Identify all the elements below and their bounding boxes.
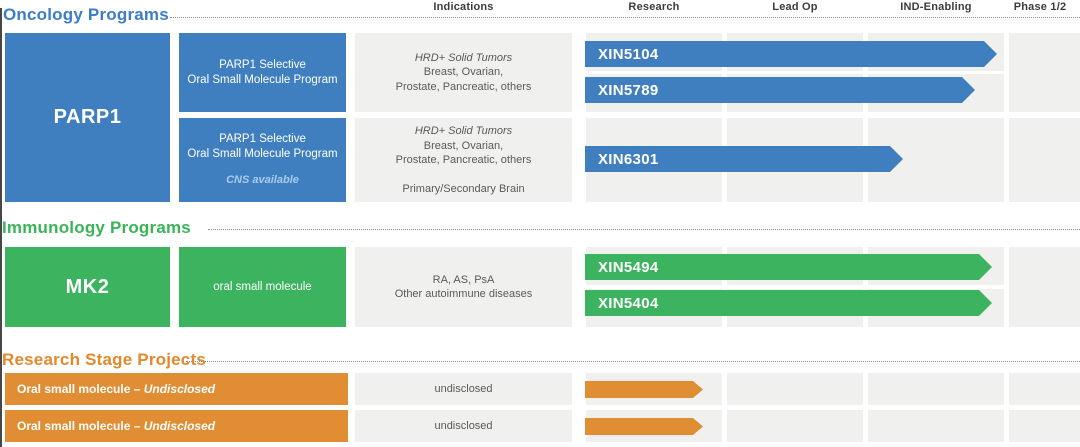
indication-line: RA, AS, PsA bbox=[432, 273, 495, 286]
indication-line: Prostate, Pancreatic, others bbox=[395, 154, 532, 166]
asset-label: XIN5404 bbox=[598, 294, 659, 312]
program-line: Oral Small Molecule Program bbox=[187, 73, 338, 86]
target-label: PARP1 bbox=[53, 106, 122, 128]
column-header-phase-1-2: Phase 1/2 bbox=[1013, 1, 1067, 13]
stage-cell bbox=[1009, 33, 1080, 112]
indications-box-mk2: RA, AS, PsA Other autoimmune diseases bbox=[355, 247, 572, 327]
research-program-label-prefix: Oral small molecule – bbox=[17, 419, 144, 433]
cns-available-note: CNS available bbox=[226, 174, 299, 186]
pipeline-arrow-research-2 bbox=[585, 418, 703, 435]
pipeline-arrow-research-1 bbox=[585, 381, 703, 398]
pipeline-arrow-xin5104: XIN5104 bbox=[585, 41, 997, 67]
target-label: MK2 bbox=[65, 275, 110, 298]
indication-line: HRD+ Solid Tumors bbox=[414, 125, 513, 137]
program-line: PARP1 Selective bbox=[219, 133, 306, 145]
oncology-section-divider bbox=[170, 17, 1080, 18]
immunology-section-divider bbox=[208, 229, 1080, 230]
indications-box-parp1-row1: HRD+ Solid Tumors Breast, Ovarian, Prost… bbox=[355, 33, 572, 112]
pipeline-arrow-xin5494: XIN5494 bbox=[585, 254, 992, 280]
column-header-lead-op: Lead Op bbox=[772, 1, 818, 13]
column-header-ind-enabling: IND-Enabling bbox=[900, 1, 972, 13]
asset-label: XIN6301 bbox=[598, 150, 659, 168]
pipeline-arrow-xin5789: XIN5789 bbox=[585, 77, 975, 103]
research-section-divider bbox=[186, 361, 1080, 362]
column-header-research: Research bbox=[628, 1, 680, 13]
indications-box-undisclosed: undisclosed bbox=[355, 410, 572, 442]
indication-line: HRD+ Solid Tumors bbox=[414, 51, 513, 64]
research-program-label-undisclosed: Undisclosed bbox=[143, 382, 216, 396]
stage-cell bbox=[868, 410, 1004, 442]
indication-line: undisclosed bbox=[434, 382, 493, 395]
left-border-line bbox=[0, 8, 2, 447]
section-title-oncology: Oncology Programs bbox=[3, 5, 169, 24]
program-box-parp1-selective-cns: PARP1 Selective Oral Small Molecule Prog… bbox=[179, 118, 346, 202]
program-line: PARP1 Selective bbox=[219, 58, 306, 71]
stage-cell bbox=[868, 373, 1004, 405]
program-box-parp1-selective: PARP1 Selective Oral Small Molecule Prog… bbox=[179, 33, 346, 112]
stage-cell bbox=[1009, 118, 1080, 202]
research-program-label: Oral small molecule – Undisclosed bbox=[17, 419, 215, 433]
pipeline-arrow-xin6301: XIN6301 bbox=[585, 146, 903, 172]
indication-line: Breast, Ovarian, bbox=[423, 66, 504, 79]
stage-cell bbox=[1009, 373, 1080, 405]
research-program-label-prefix: Oral small molecule – bbox=[17, 382, 144, 396]
research-program-bar: Oral small molecule – Undisclosed bbox=[5, 410, 348, 442]
stage-cell bbox=[727, 410, 863, 442]
indications-box-parp1-row2: HRD+ Solid Tumors Breast, Ovarian, Prost… bbox=[355, 118, 572, 202]
program-box-mk2: oral small molecule bbox=[179, 247, 346, 327]
indication-line: Breast, Ovarian, bbox=[423, 139, 504, 152]
asset-label: XIN5494 bbox=[598, 258, 659, 276]
indications-box-undisclosed: undisclosed bbox=[355, 373, 572, 405]
asset-label: XIN5789 bbox=[598, 81, 659, 99]
indication-line: Other autoimmune diseases bbox=[394, 288, 533, 300]
column-header-indications: Indications bbox=[433, 1, 494, 13]
indication-line: Prostate, Pancreatic, others bbox=[395, 80, 532, 93]
program-line: Oral Small Molecule Program bbox=[187, 148, 338, 160]
program-line: oral small molecule bbox=[213, 280, 312, 293]
indication-line: Primary/Secondary Brain bbox=[402, 182, 525, 195]
research-program-label: Oral small molecule – Undisclosed bbox=[17, 382, 215, 396]
target-box-parp1: PARP1 bbox=[5, 33, 170, 202]
stage-cell bbox=[727, 373, 863, 405]
asset-label: XIN5104 bbox=[598, 45, 659, 63]
stage-cell bbox=[1009, 247, 1080, 327]
pipeline-arrow-xin5404: XIN5404 bbox=[585, 290, 992, 316]
research-program-label-undisclosed: Undisclosed bbox=[143, 419, 216, 433]
indication-line: undisclosed bbox=[434, 419, 493, 432]
research-program-bar: Oral small molecule – Undisclosed bbox=[5, 373, 348, 405]
stage-cell bbox=[1009, 410, 1080, 442]
section-title-research-stage: Research Stage Projects bbox=[2, 350, 206, 369]
target-box-mk2: MK2 bbox=[5, 247, 170, 327]
section-title-immunology: Immunology Programs bbox=[2, 218, 191, 237]
